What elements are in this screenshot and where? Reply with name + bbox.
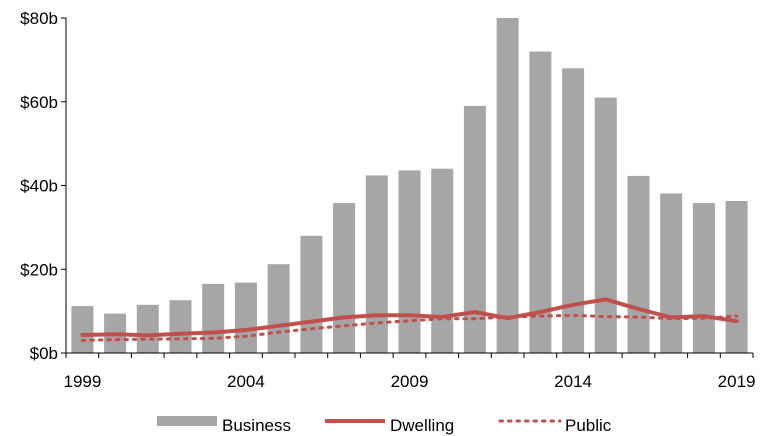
bar-business-2005 (267, 264, 290, 353)
y-tick-label: $0b (30, 344, 58, 363)
bar-business-2011 (463, 105, 486, 354)
bar-business-2016 (627, 175, 650, 353)
bar-business-2014 (562, 68, 585, 354)
bar-business-2012 (496, 18, 519, 353)
legend-swatch-business (157, 416, 217, 426)
x-tick-label: 2004 (227, 372, 265, 391)
x-tick-label: 2014 (554, 372, 592, 391)
legend-label-dwelling: Dwelling (390, 416, 454, 435)
legend-label-business: Business (222, 416, 291, 435)
y-tick-label: $80b (20, 9, 58, 28)
x-tick-label: 2009 (391, 372, 429, 391)
bar-business-2004 (234, 282, 257, 353)
bar-business-2007 (333, 203, 356, 353)
y-tick-label: $60b (20, 93, 58, 112)
bar-business-1999 (71, 306, 94, 353)
x-ticks: 1999 2004 2009 2014 2019 (63, 353, 756, 391)
bar-business-2018 (692, 203, 715, 353)
bar-business-2013 (529, 51, 552, 353)
y-tick-label: $20b (20, 260, 58, 279)
bar-business-2019 (725, 201, 748, 353)
bar-business-2006 (300, 235, 323, 354)
bar-business-2008 (365, 175, 388, 353)
y-ticks: $0b $20b $40b $60b $80b (20, 9, 66, 363)
legend: Business Dwelling Public (157, 416, 612, 435)
legend-label-public: Public (565, 416, 612, 435)
line-public (80, 313, 739, 342)
bar-business-2003 (202, 283, 225, 353)
x-tick-label: 1999 (63, 372, 101, 391)
bar-business-2015 (594, 97, 617, 353)
bar-business-2010 (431, 168, 454, 353)
y-tick-label: $40b (20, 177, 58, 196)
line-dwelling (80, 297, 739, 338)
business-bars (71, 18, 748, 354)
series-lines (80, 297, 739, 342)
bar-business-2002 (169, 300, 192, 353)
bar-business-2009 (398, 170, 421, 353)
bar-business-2001 (136, 304, 159, 353)
bar-business-2017 (660, 193, 683, 353)
x-tick-label: 2019 (718, 372, 756, 391)
